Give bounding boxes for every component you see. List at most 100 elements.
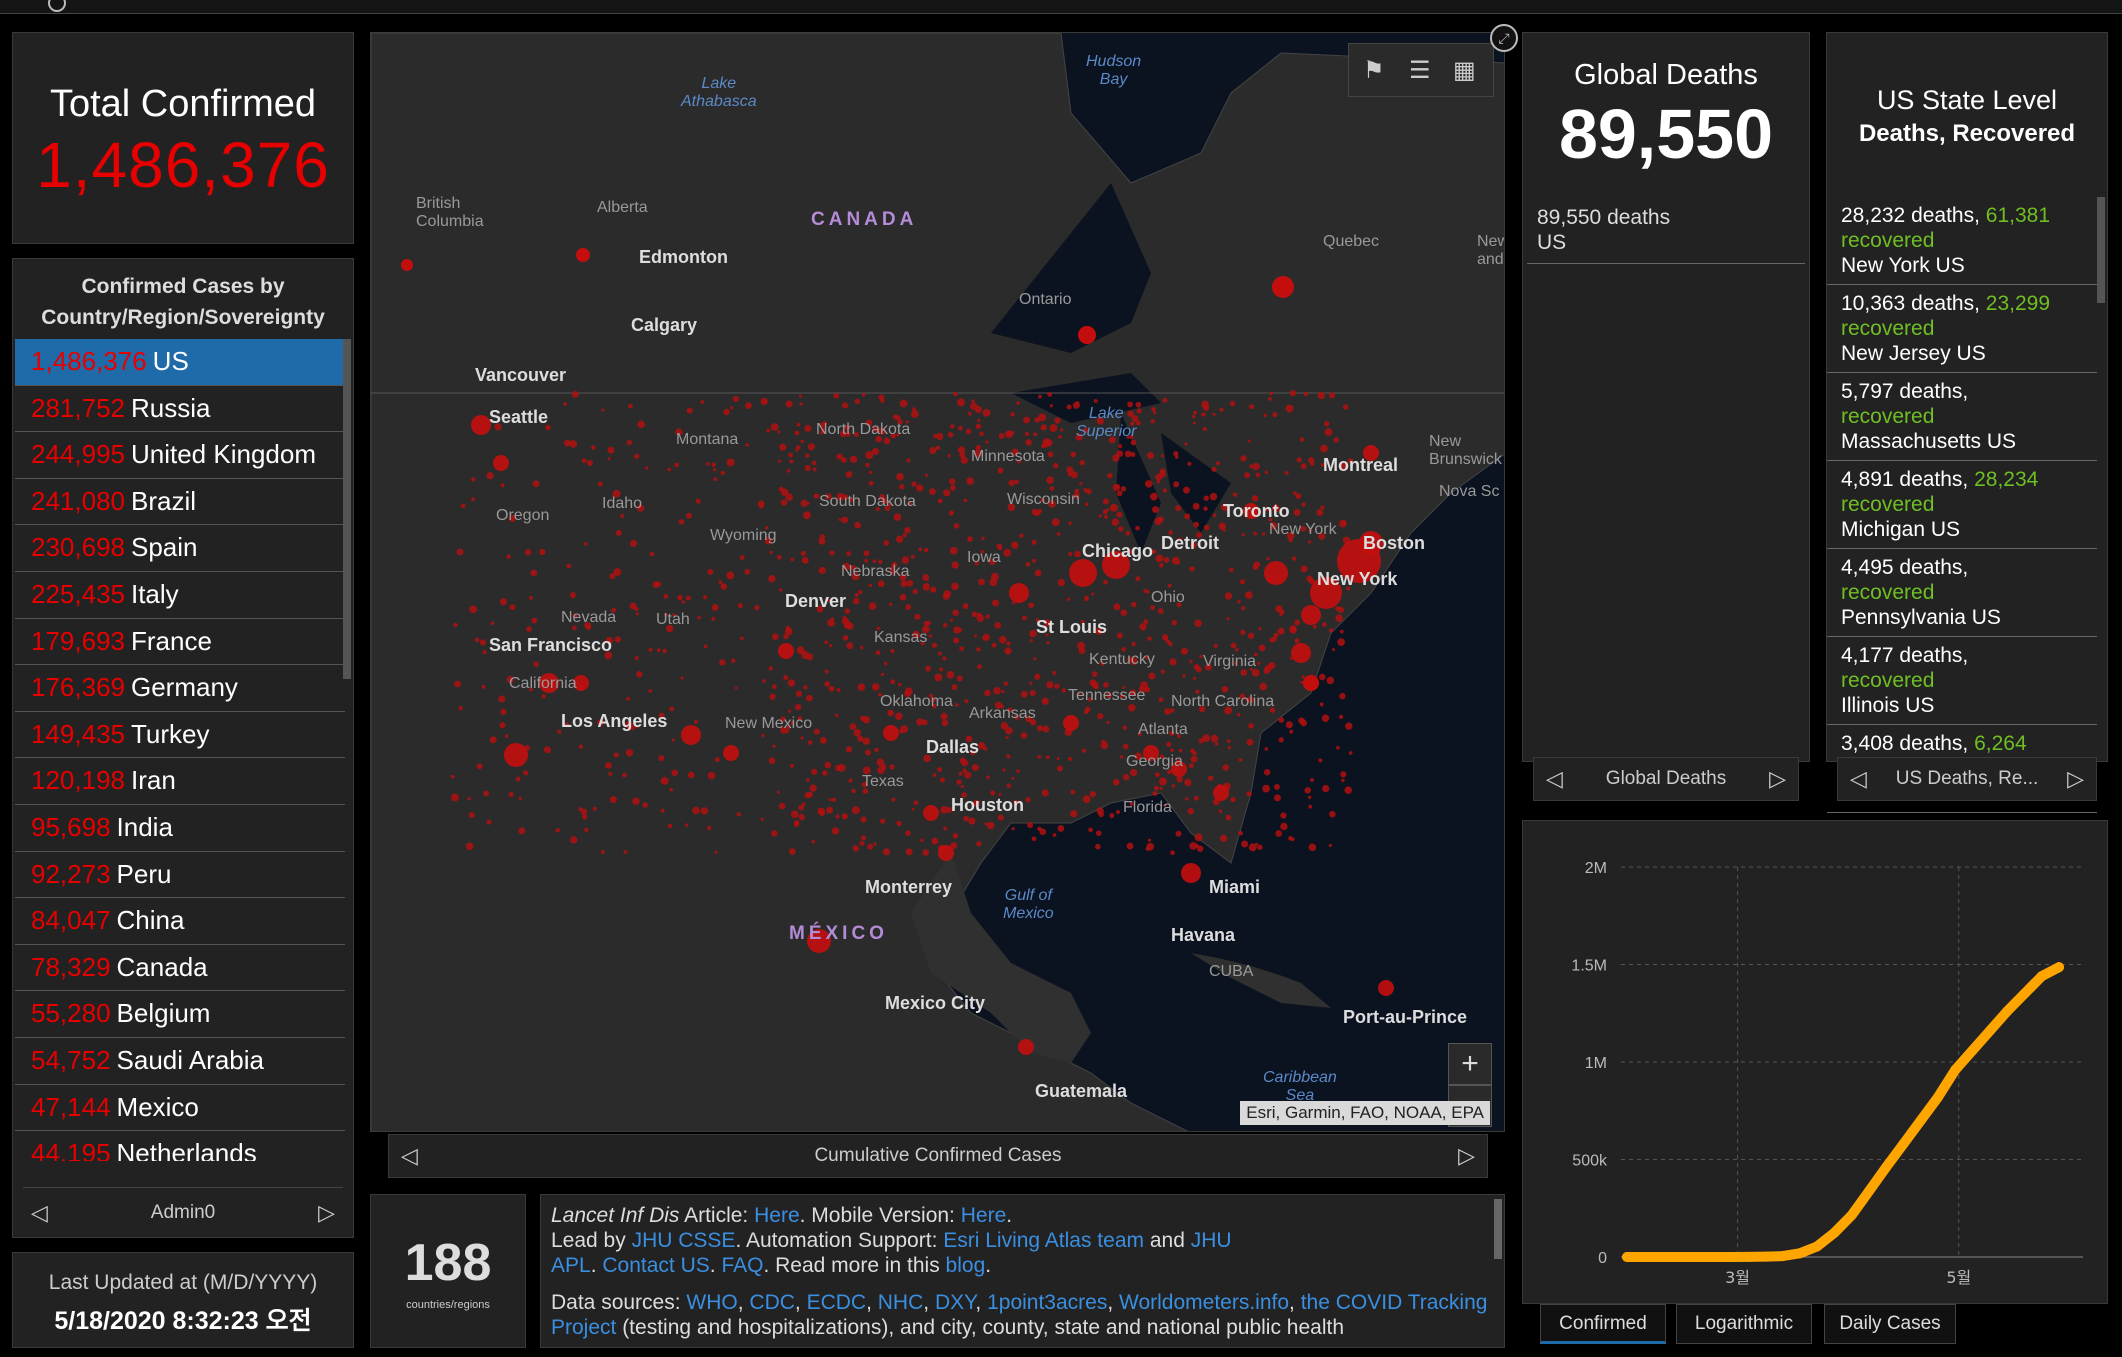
country-row[interactable]: 54,752 Saudi Arabia xyxy=(15,1038,345,1085)
case-marker xyxy=(828,685,835,692)
case-marker xyxy=(1176,734,1181,739)
data-source-link[interactable]: ECDC xyxy=(806,1291,867,1314)
tab-logarithmic[interactable]: Logarithmic xyxy=(1676,1304,1812,1344)
prev-arrow-icon[interactable]: ◁ xyxy=(1850,766,1867,791)
case-marker xyxy=(783,675,789,681)
state-row[interactable]: 10,363 deaths, 23,299 recovered New Jersey… xyxy=(1827,285,2097,373)
case-marker xyxy=(790,721,795,726)
us-states-list[interactable]: 28,232 deaths, 61,381 recovered New York U… xyxy=(1827,197,2097,813)
state-row[interactable]: 4,495 deaths, recovered Pennsylvania US xyxy=(1827,549,2097,637)
country-row[interactable]: 84,047 China xyxy=(15,898,345,945)
case-marker xyxy=(1232,492,1238,497)
case-marker xyxy=(1222,528,1226,532)
country-row[interactable]: 92,273 Peru xyxy=(15,852,345,899)
case-marker xyxy=(1300,680,1304,684)
case-marker xyxy=(1118,444,1123,449)
country-row[interactable]: 241,080 Brazil xyxy=(15,479,345,526)
country-row[interactable]: 44,195 Netherlands xyxy=(15,1131,345,1161)
case-marker xyxy=(914,613,921,620)
esri-link[interactable]: Esri Living Atlas team xyxy=(943,1229,1144,1252)
state-row[interactable]: 28,232 deaths, 61,381 recovered New York U… xyxy=(1827,197,2097,285)
country-row[interactable]: 47,144 Mexico xyxy=(15,1085,345,1132)
countries-list[interactable]: 1,486,376 US 281,752 Russia 244,995 United Ki… xyxy=(15,339,345,1161)
state-row[interactable]: 4,177 deaths, recovered Illinois US xyxy=(1827,637,2097,725)
mobile-version-link[interactable]: Here xyxy=(960,1204,1007,1227)
country-row[interactable]: 281,752 Russia xyxy=(15,386,345,433)
data-source-link[interactable]: WHO xyxy=(686,1291,738,1314)
case-marker xyxy=(1226,617,1230,621)
case-marker xyxy=(1045,755,1050,760)
deaths-list-item[interactable]: 89,550 deaths US xyxy=(1537,205,1670,255)
data-source-link[interactable]: NHC xyxy=(877,1291,924,1314)
y-tick-label: 500k xyxy=(1572,1153,1608,1170)
country-row[interactable]: 179,693 France xyxy=(15,619,345,666)
case-marker xyxy=(1047,451,1054,458)
case-marker xyxy=(1289,656,1293,660)
case-marker xyxy=(486,819,492,825)
jhu-csse-link[interactable]: JHU CSSE xyxy=(631,1229,736,1252)
case-marker xyxy=(1341,778,1345,783)
data-source-link[interactable]: 1point3acres xyxy=(987,1291,1108,1314)
zoom-in-button[interactable]: + xyxy=(1448,1043,1492,1085)
case-marker xyxy=(956,779,962,785)
prev-arrow-icon[interactable]: ◁ xyxy=(31,1200,48,1225)
next-arrow-icon[interactable]: ▷ xyxy=(2067,766,2084,791)
data-source-link[interactable]: Worldometers.info xyxy=(1119,1291,1290,1314)
state-row[interactable]: 4,891 deaths, 28,234 recovered Michigan US xyxy=(1827,461,2097,549)
state-deaths: 10,363 deaths, xyxy=(1841,292,1986,315)
info-scrollbar[interactable] xyxy=(1494,1199,1502,1259)
country-name: Mexico xyxy=(116,1091,199,1122)
legend-list-icon[interactable]: ☰ xyxy=(1409,57,1431,84)
country-row[interactable]: 244,995 United Kingdom xyxy=(15,432,345,479)
next-arrow-icon[interactable]: ▷ xyxy=(1458,1143,1475,1168)
country-row[interactable]: 55,280 Belgium xyxy=(15,991,345,1038)
case-marker xyxy=(780,499,788,506)
case-marker xyxy=(1235,648,1239,652)
country-row[interactable]: 225,435 Italy xyxy=(15,572,345,619)
prev-arrow-icon[interactable]: ◁ xyxy=(401,1143,418,1168)
prev-arrow-icon[interactable]: ◁ xyxy=(1546,766,1563,791)
case-marker xyxy=(707,568,714,575)
blog-link[interactable]: blog xyxy=(945,1254,986,1277)
case-marker xyxy=(1124,450,1132,458)
faq-link[interactable]: FAQ xyxy=(721,1254,764,1277)
region-label: British Columbia xyxy=(416,195,484,230)
map-view[interactable]: CANADA MÉXICO CUBA Hudson Bay Lake Athabasca… xyxy=(370,32,1505,1132)
data-point xyxy=(1742,1251,1753,1262)
case-marker xyxy=(786,725,791,730)
tab-confirmed[interactable]: Confirmed xyxy=(1540,1304,1666,1344)
state-row[interactable]: 5,797 deaths, recovered Massachusetts US xyxy=(1827,373,2097,461)
country-row[interactable]: 149,435 Turkey xyxy=(15,712,345,759)
region-label: Nevada xyxy=(561,609,617,626)
case-marker xyxy=(572,613,578,619)
info-line-2: Lead by JHU CSSE. Automation Support: Es… xyxy=(551,1228,1251,1278)
case-marker xyxy=(1221,503,1229,512)
country-row[interactable]: 176,369 Germany xyxy=(15,665,345,712)
article-link[interactable]: Here xyxy=(754,1204,800,1227)
next-arrow-icon[interactable]: ▷ xyxy=(1769,766,1786,791)
jhu-apl-link[interactable]: JHU APL xyxy=(551,1229,1232,1277)
country-row[interactable]: 120,198 Iran xyxy=(15,758,345,805)
country-row[interactable]: 78,329 Canada xyxy=(15,945,345,992)
next-arrow-icon[interactable]: ▷ xyxy=(318,1200,335,1225)
case-marker xyxy=(880,497,888,505)
countries-scrollbar[interactable] xyxy=(343,339,351,679)
case-marker xyxy=(1041,424,1047,431)
data-source-link[interactable]: CDC xyxy=(749,1291,795,1314)
article-source-label: Lancet Inf Dis xyxy=(551,1204,680,1227)
basemap-gallery-icon[interactable]: ▦ xyxy=(1453,57,1476,84)
country-row[interactable]: 1,486,376 US xyxy=(15,339,345,386)
contact-link[interactable]: Contact US xyxy=(602,1254,710,1277)
us-states-scrollbar[interactable] xyxy=(2097,197,2105,303)
tab-daily-cases[interactable]: Daily Cases xyxy=(1824,1304,1956,1344)
country-row[interactable]: 95,698 India xyxy=(15,805,345,852)
map-canvas[interactable] xyxy=(371,33,1505,1132)
case-marker xyxy=(901,556,910,564)
expand-map-icon[interactable]: ⤢ xyxy=(1490,24,1518,52)
case-marker xyxy=(776,554,782,560)
case-marker xyxy=(1068,521,1072,526)
bookmark-icon[interactable]: ⚑ xyxy=(1363,57,1385,84)
data-source-link[interactable]: DXY xyxy=(934,1291,976,1314)
country-row[interactable]: 230,698 Spain xyxy=(15,525,345,572)
data-source-link[interactable]: the COVID Tracking Project xyxy=(551,1291,1488,1339)
